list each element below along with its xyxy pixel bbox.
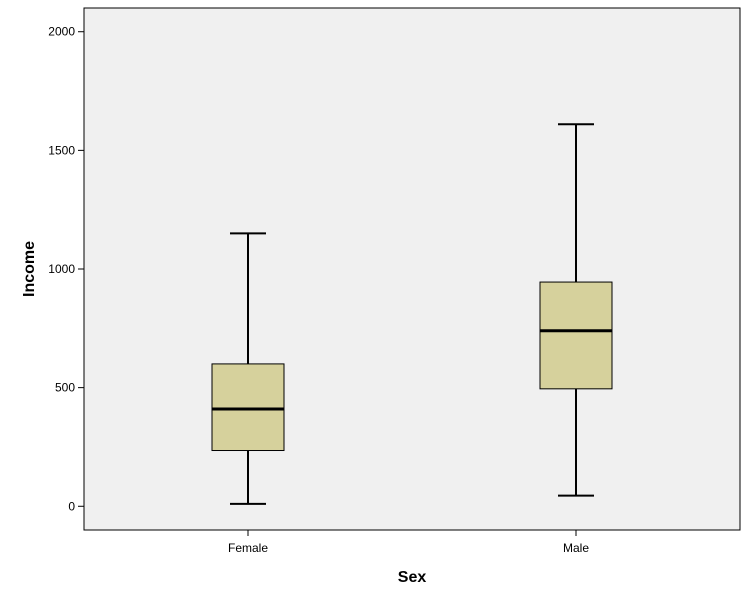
x-tick-label-1: Male [563, 541, 589, 555]
x-tick-label-0: Female [228, 541, 268, 555]
iqr-box-male [539, 281, 613, 390]
y-axis: 0 500 1000 1500 2000 [48, 25, 84, 513]
y-tick-label-2: 1000 [48, 262, 75, 276]
x-axis: Female Male [228, 530, 589, 555]
x-axis-title: Sex [398, 569, 427, 586]
plot-area [83, 7, 741, 531]
box-male [539, 123, 613, 497]
y-tick-label-3: 1500 [48, 143, 75, 157]
y-axis-title: Income [21, 241, 38, 297]
iqr-box-female [211, 363, 285, 452]
y-tick-label-0: 0 [68, 499, 75, 513]
y-tick-label-4: 2000 [48, 25, 75, 39]
box-female [211, 232, 285, 505]
y-tick-label-1: 500 [55, 381, 75, 395]
boxes [211, 123, 613, 505]
